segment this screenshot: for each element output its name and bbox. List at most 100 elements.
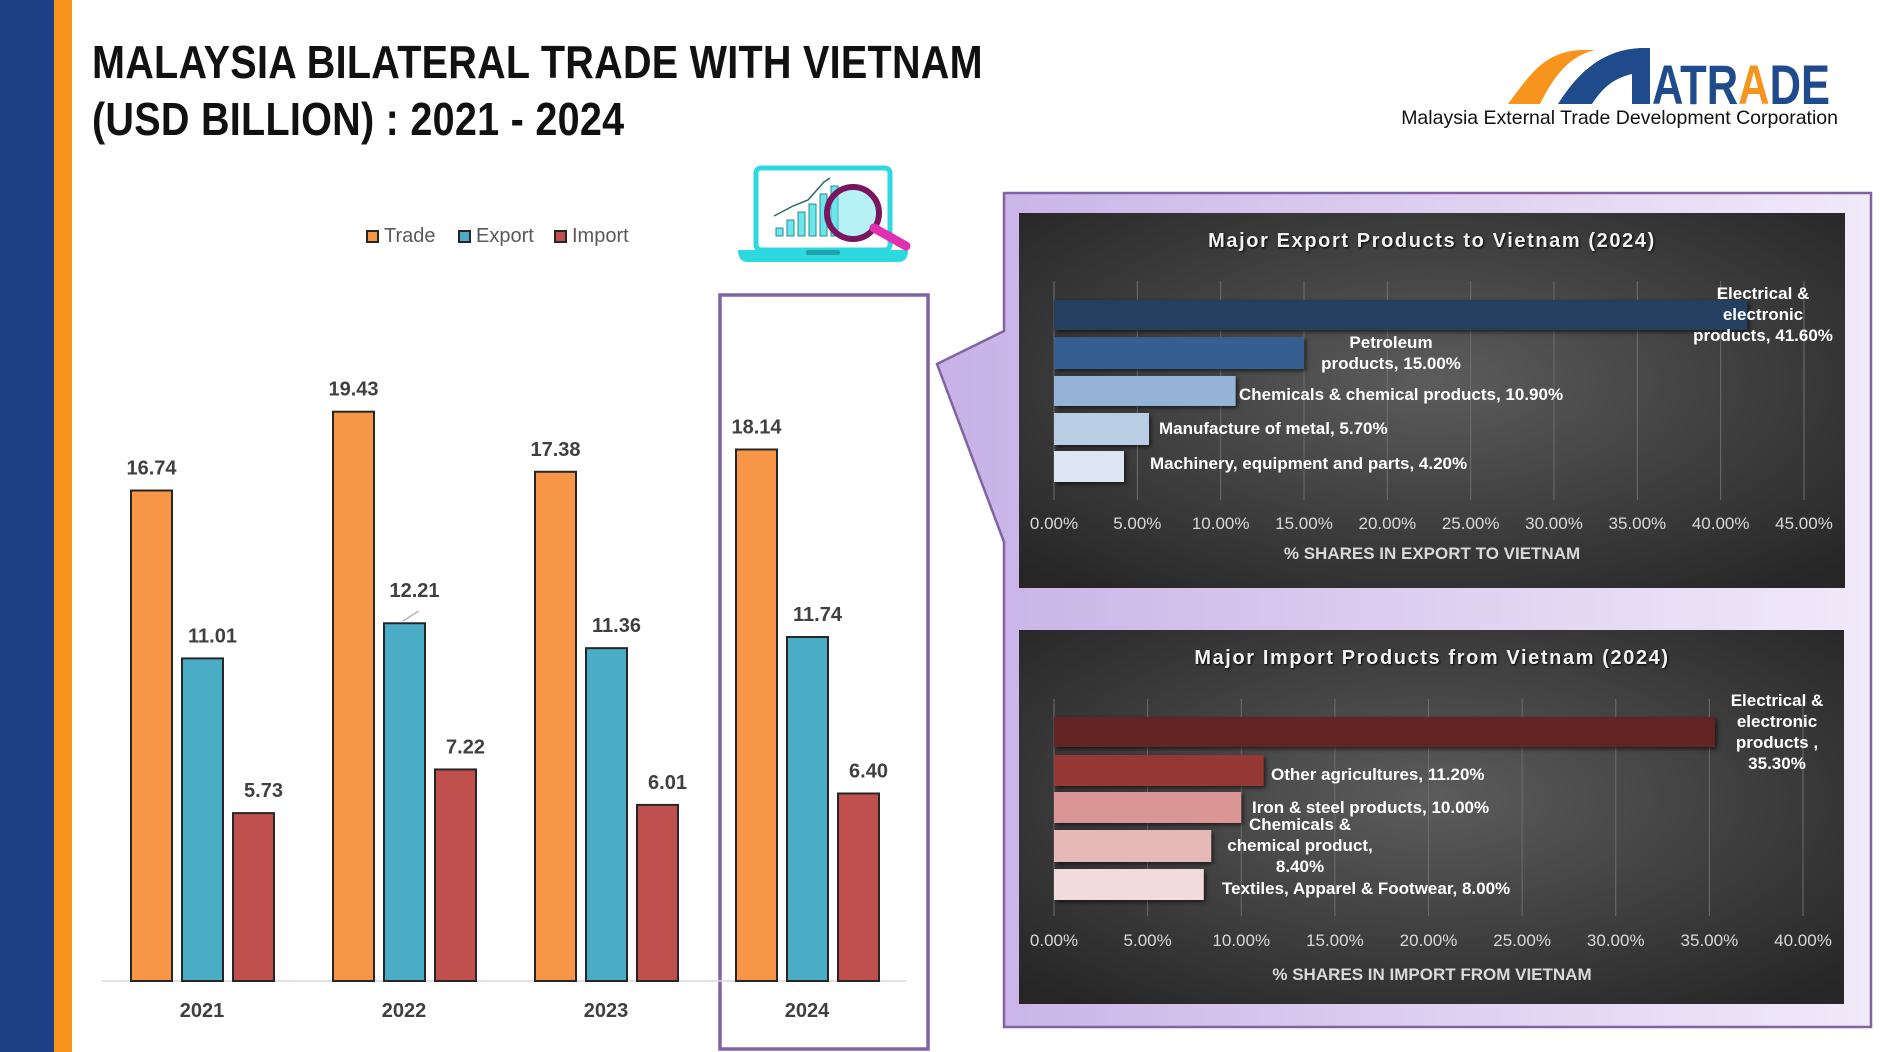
x-tick-label: 5.00% (1113, 514, 1161, 533)
data-label: Manufacture of metal, 5.70% (1159, 419, 1388, 438)
data-label: 7.22 (446, 736, 485, 758)
chart-title: Major Import Products from Vietnam (2024… (1194, 647, 1669, 669)
x-tick-label: 2022 (382, 1000, 427, 1022)
legend-trade: Trade (366, 225, 436, 248)
bar-import-2023 (636, 803, 679, 982)
x-tick-label: 2023 (584, 1000, 629, 1022)
data-label: 19.43 (328, 379, 378, 401)
title-line-1: MALAYSIA BILATERAL TRADE WITH VIETNAM (92, 36, 983, 88)
data-label: Chemicals & chemical product, 8.40% (1227, 815, 1372, 876)
bar-iron-steel-products (1054, 792, 1242, 823)
data-label-line: Chemicals & chemical products, 10.90% (1239, 385, 1563, 404)
data-label: 17.38 (530, 439, 580, 461)
data-label: 11.36 (592, 615, 641, 637)
data-label: 12.21 (389, 580, 439, 602)
chart-title: Major Export Products to Vietnam (2024) (1208, 230, 1656, 252)
x-tick-label: 10.00% (1192, 514, 1250, 533)
x-tick-label: 40.00% (1774, 931, 1832, 950)
data-label: 6.40 (849, 760, 888, 782)
x-tick-label: 20.00% (1358, 514, 1416, 533)
data-label-line: Manufacture of metal, 5.70% (1159, 419, 1388, 438)
data-label-line: electronic (1737, 712, 1817, 731)
title-line-2: (USD BILLION) : 2021 - 2024 (92, 93, 625, 145)
x-tick-label: 0.00% (1030, 931, 1078, 950)
legend-swatch (554, 230, 567, 243)
left-color-band (0, 0, 54, 1052)
data-label: Electrical & electronic products, 41.60% (1693, 284, 1833, 345)
bar-import-2021 (232, 812, 275, 983)
bar-petroleum-products (1054, 337, 1304, 369)
data-label-line: 35.30% (1748, 754, 1806, 773)
x-tick-label: 25.00% (1493, 931, 1551, 950)
x-tick-label: 5.00% (1124, 931, 1172, 950)
data-label-line: products , (1736, 733, 1818, 752)
legend-label: Trade (384, 225, 436, 247)
data-label-line: Iron & steel products, 10.00% (1252, 798, 1489, 817)
data-label: Machinery, equipment and parts, 4.20% (1150, 454, 1467, 473)
bar-trade-2021 (130, 489, 173, 982)
x-tick-label: 15.00% (1275, 514, 1333, 533)
x-tick-label: 45.00% (1775, 514, 1833, 533)
bar-export-2023 (585, 647, 628, 982)
bar-electrical-electronic-products (1054, 717, 1715, 747)
x-tick-label: 15.00% (1306, 931, 1364, 950)
bar-export-2024 (786, 636, 829, 982)
legend-export: Export (458, 225, 534, 248)
legend-label: Export (476, 225, 534, 247)
x-tick-label: 35.00% (1608, 514, 1666, 533)
matrade-logo: ATRADE (1508, 48, 1830, 106)
data-label: 5.73 (244, 780, 283, 802)
data-label-line: Chemicals & (1249, 815, 1351, 834)
data-label-line: Petroleum (1349, 333, 1432, 352)
bar-export-2021 (181, 657, 224, 982)
bar-chemicals-chemical-products (1054, 376, 1236, 406)
highlight-box-2024 (718, 293, 930, 1051)
data-label: Textiles, Apparel & Footwear, 8.00% (1222, 879, 1510, 898)
bar-import-2022 (434, 768, 477, 982)
data-label: 6.01 (648, 772, 687, 794)
bar-trade-2023 (534, 470, 577, 982)
x-tick-label: 10.00% (1212, 931, 1270, 950)
legend-swatch (458, 230, 471, 243)
data-label: Petroleum products, 15.00% (1321, 333, 1461, 373)
data-label: 18.14 (731, 416, 782, 438)
x-tick-label: 2024 (785, 1000, 830, 1022)
page-title: MALAYSIA BILATERAL TRADE WITH VIETNAM (U… (92, 34, 983, 148)
legend-swatch (366, 230, 379, 243)
data-label: Iron & steel products, 10.00% (1252, 798, 1489, 817)
x-tick-label: 2021 (180, 1000, 225, 1022)
data-label-line: Electrical & (1731, 691, 1824, 710)
data-label: 11.01 (188, 625, 237, 647)
data-label: 11.74 (793, 604, 843, 626)
bar-trade-2024 (735, 448, 778, 982)
x-tick-label: 40.00% (1692, 514, 1750, 533)
bar-machinery-equipment-and-parts (1054, 451, 1124, 482)
x-tick-label: 0.00% (1030, 514, 1078, 533)
data-label-line: products, 15.00% (1321, 354, 1461, 373)
bar-chemicals-chemical-product (1054, 830, 1212, 862)
data-label-line: Textiles, Apparel & Footwear, 8.00% (1222, 879, 1510, 898)
data-label-line: products, 41.60% (1693, 326, 1833, 345)
accent-color-band (54, 0, 72, 1052)
data-label: Other agricultures, 11.20% (1271, 765, 1485, 784)
logo-subtitle: Malaysia External Trade Development Corp… (1401, 107, 1838, 129)
bar-export-2022 (383, 622, 426, 982)
bar-electrical-electronic-products (1054, 300, 1748, 330)
x-axis-title: % SHARES IN IMPORT FROM VIETNAM (1272, 965, 1591, 984)
leader-line (402, 610, 419, 622)
bar-manufacture-of-metal (1054, 413, 1149, 445)
data-label-line: chemical product, (1227, 836, 1372, 855)
laptop-chart-magnifier-icon (738, 165, 911, 262)
legend-label: Import (572, 225, 629, 247)
x-tick-label: 30.00% (1525, 514, 1583, 533)
x-axis-title: % SHARES IN EXPORT TO VIETNAM (1284, 544, 1580, 563)
data-label-line: Other agricultures, 11.20% (1271, 765, 1485, 784)
data-label-line: 8.40% (1276, 857, 1324, 876)
x-tick-label: 35.00% (1681, 931, 1739, 950)
data-label: Chemicals & chemical products, 10.90% (1239, 385, 1563, 404)
data-label-line: electronic (1723, 305, 1803, 324)
x-tick-label: 20.00% (1400, 931, 1458, 950)
bar-trade-2022 (332, 410, 375, 982)
